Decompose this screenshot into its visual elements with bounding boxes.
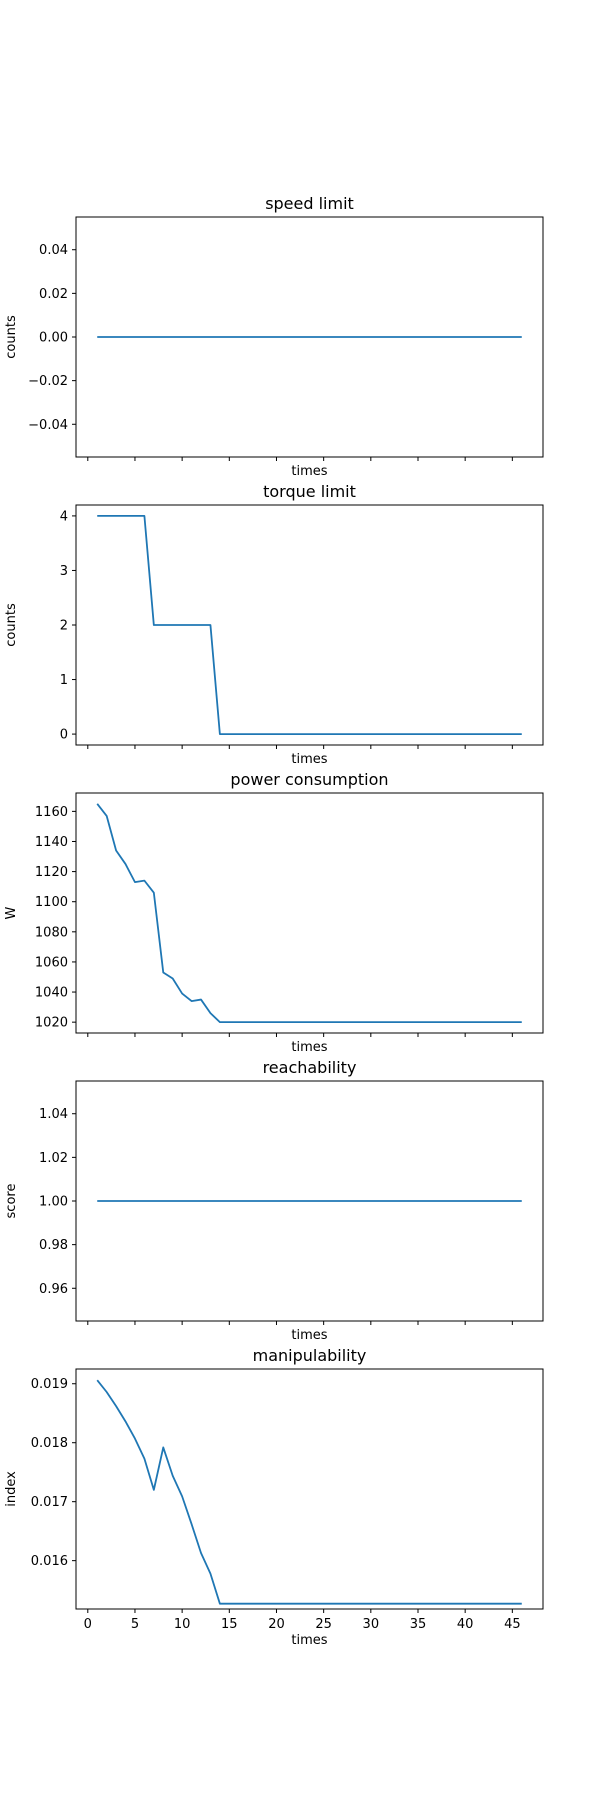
plot-frame	[75, 504, 544, 746]
y-tick-label: 0.00	[39, 331, 68, 346]
y-tick-label: 1020	[35, 1016, 68, 1031]
x-tick-label: 40	[457, 1617, 474, 1632]
subplot-speed-limit: speed limit −0.04 −0.02 0.00 0.02 0.04 times co…	[4, 194, 544, 479]
y-tick-label: 3	[60, 564, 68, 579]
y-axis-label: index	[4, 1471, 19, 1507]
x-axis-label: times	[291, 464, 327, 479]
subplot-power-consumption: power consumption 1020 1040 1060 1080 1100 112…	[4, 770, 544, 1055]
y-tick-label: 0.017	[31, 1495, 68, 1510]
x-tick-label: 15	[221, 1617, 238, 1632]
y-tick-label: 4	[60, 509, 68, 524]
x-tick-label: 10	[174, 1617, 191, 1632]
y-tick-label: 1040	[35, 986, 68, 1001]
plot-frame	[75, 1080, 544, 1322]
x-tick-label: 35	[410, 1617, 427, 1632]
x-tick-label: 30	[363, 1617, 380, 1632]
chart-title: speed limit	[265, 194, 354, 213]
y-axis-label: counts	[4, 315, 19, 359]
y-tick-label: 2	[60, 619, 68, 634]
y-tick-label: 1140	[35, 835, 68, 850]
y-axis-label: W	[4, 906, 19, 919]
y-tick-label: 0.98	[39, 1238, 68, 1253]
chart-title: power consumption	[230, 770, 388, 789]
x-axis-label: times	[291, 1328, 327, 1343]
x-tick-label: 25	[315, 1617, 332, 1632]
x-axis-label: times	[291, 1633, 327, 1648]
subplot-reachability: reachability 0.96 0.98 1.00 1.02 1.04 times sco…	[4, 1058, 544, 1343]
subplot-manipulability: manipulability 0.016 0.017 0.018 0.019 0 5 10 15…	[4, 1346, 544, 1648]
y-tick-label: −0.04	[28, 418, 68, 433]
subplot-torque-limit: torque limit 0 1 2 3 4 times counts	[4, 482, 544, 767]
y-tick-label: 0.016	[31, 1554, 68, 1569]
chart-title: torque limit	[263, 482, 356, 501]
x-tick-label: 0	[84, 1617, 92, 1632]
plot-frame	[75, 216, 544, 458]
y-tick-label: 1	[60, 673, 68, 688]
x-tick-label: 5	[131, 1617, 139, 1632]
x-tick-label: 45	[504, 1617, 521, 1632]
y-tick-label: 1.00	[39, 1195, 68, 1210]
chart-title: manipulability	[253, 1346, 367, 1365]
series-line	[97, 515, 522, 735]
y-tick-label: 1100	[35, 895, 68, 910]
y-tick-label: 1120	[35, 865, 68, 880]
x-tick-label: 20	[268, 1617, 285, 1632]
x-axis-label: times	[291, 752, 327, 767]
y-axis-label: score	[4, 1184, 19, 1219]
series-line	[96, 1379, 522, 1605]
y-tick-label: 1160	[35, 805, 68, 820]
chart-title: reachability	[263, 1058, 357, 1077]
y-tick-label: 0	[60, 728, 68, 743]
y-tick-label: −0.02	[28, 374, 68, 389]
y-axis-label: counts	[4, 603, 19, 647]
series-line	[96, 803, 522, 1024]
plot-frame	[75, 1368, 544, 1610]
y-tick-label: 1.04	[39, 1107, 68, 1122]
y-tick-label: 0.04	[39, 243, 68, 258]
plot-frame	[75, 792, 544, 1034]
y-tick-label: 1.02	[39, 1151, 68, 1166]
y-tick-label: 0.019	[31, 1377, 68, 1392]
y-tick-label: 0.96	[39, 1282, 68, 1297]
y-tick-label: 0.018	[31, 1436, 68, 1451]
y-tick-label: 1080	[35, 925, 68, 940]
y-tick-label: 0.02	[39, 287, 68, 302]
x-axis-label: times	[291, 1040, 327, 1055]
y-tick-label: 1060	[35, 955, 68, 970]
